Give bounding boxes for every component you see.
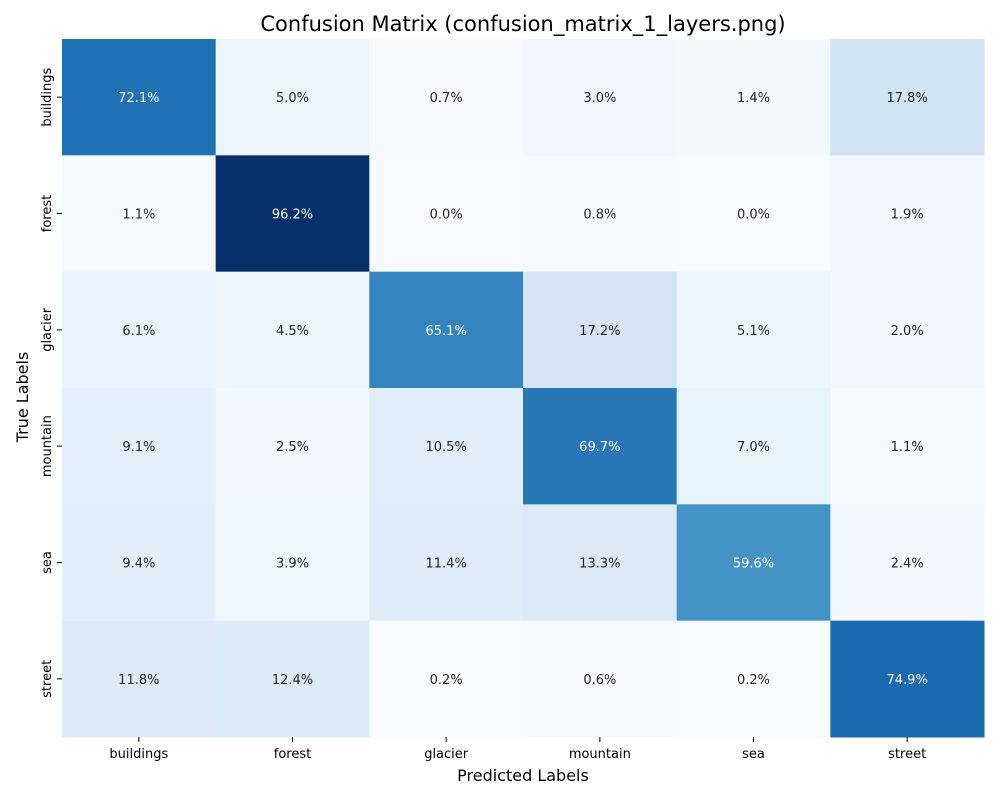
- heatmap-cell-buildings-buildings: [62, 39, 217, 156]
- cell-value-label: 2.5%: [276, 440, 309, 455]
- heatmap-cell-mountain-mountain: [523, 388, 678, 505]
- cell-value-label: 10.5%: [426, 440, 467, 455]
- cell-value-label: 3.0%: [583, 91, 616, 106]
- cell-value-label: 1.4%: [737, 91, 770, 106]
- heatmap-cell-sea-sea: [676, 504, 831, 622]
- y-tick-label-glacier: glacier: [40, 307, 55, 352]
- heatmap-cell-street-mountain: [523, 620, 678, 738]
- heatmap-cell-glacier-mountain: [523, 271, 678, 389]
- chart-title: Confusion Matrix (confusion_matrix_1_lay…: [260, 12, 785, 37]
- cell-value-label: 9.4%: [122, 557, 155, 572]
- y-tick-label-street: street: [40, 660, 55, 698]
- cell-value-label: 1.1%: [891, 440, 924, 455]
- heatmap-cell-labels: 72.1% 5.0% 0.7% 3.0% 1.4% 17.8% 1.1% 96.2% 0.0% 0…: [118, 91, 928, 688]
- heatmap-cell-glacier-street: [830, 271, 985, 389]
- heatmap-cell-mountain-buildings: [62, 388, 217, 505]
- heatmap-cell-buildings-street: [830, 39, 985, 156]
- heatmap-cells: [62, 39, 985, 738]
- x-tick-label-buildings: buildings: [109, 747, 168, 762]
- cell-value-label: 59.6%: [733, 557, 774, 572]
- heatmap-cell-sea-buildings: [62, 504, 217, 622]
- heatmap-cell-buildings-glacier: [369, 39, 524, 156]
- x-tick-label-glacier: glacier: [424, 747, 469, 762]
- cell-value-label: 9.1%: [122, 440, 155, 455]
- heatmap-cell-glacier-sea: [676, 271, 831, 389]
- heatmap-cell-street-glacier: [369, 620, 524, 738]
- heatmap-cell-forest-street: [830, 155, 985, 273]
- heatmap-cell-glacier-buildings: [62, 271, 217, 389]
- cell-value-label: 11.4%: [426, 557, 467, 572]
- cell-value-label: 0.0%: [430, 208, 463, 223]
- cell-value-label: 11.8%: [118, 673, 159, 688]
- cell-value-label: 1.9%: [891, 208, 924, 223]
- heatmap-cell-sea-glacier: [369, 504, 524, 622]
- x-axis-ticks: buildings forest glacier mountain sea street: [109, 737, 926, 762]
- cell-value-label: 72.1%: [118, 91, 159, 106]
- y-tick-label-forest: forest: [40, 195, 55, 232]
- cell-value-label: 6.1%: [122, 324, 155, 339]
- cell-value-label: 4.5%: [276, 324, 309, 339]
- heatmap-cell-sea-street: [830, 504, 985, 622]
- cell-value-label: 13.3%: [579, 557, 620, 572]
- heatmap-cell-street-sea: [676, 620, 831, 738]
- heatmap-cell-mountain-glacier: [369, 388, 524, 505]
- cell-value-label: 2.4%: [891, 557, 924, 572]
- cell-value-label: 3.9%: [276, 557, 309, 572]
- heatmap-cell-forest-sea: [676, 155, 831, 273]
- heatmap-cell-street-buildings: [62, 620, 217, 738]
- heatmap-cell-mountain-sea: [676, 388, 831, 505]
- cell-value-label: 0.8%: [583, 208, 616, 223]
- x-tick-label-street: street: [888, 747, 926, 762]
- heatmap-cell-glacier-glacier: [369, 271, 524, 389]
- heatmap-cell-mountain-street: [830, 388, 985, 505]
- heatmap-cell-glacier-forest: [215, 271, 370, 389]
- heatmap-cell-sea-forest: [215, 504, 370, 622]
- cell-value-label: 1.1%: [122, 208, 155, 223]
- heatmap-cell-buildings-forest: [215, 39, 370, 156]
- y-tick-label-sea: sea: [40, 551, 55, 574]
- cell-value-label: 0.7%: [430, 91, 463, 106]
- cell-value-label: 17.8%: [887, 91, 928, 106]
- x-tick-label-sea: sea: [742, 747, 765, 762]
- cell-value-label: 96.2%: [272, 208, 313, 223]
- y-tick-label-buildings: buildings: [40, 68, 55, 127]
- heatmap-cell-street-street: [830, 620, 985, 738]
- heatmap-cell-forest-glacier: [369, 155, 524, 273]
- heatmap-cell-mountain-forest: [215, 388, 370, 505]
- cell-value-label: 5.0%: [276, 91, 309, 106]
- heatmap-cell-street-forest: [215, 620, 370, 738]
- cell-value-label: 2.0%: [891, 324, 924, 339]
- y-axis-label: True Labels: [13, 352, 32, 444]
- x-axis-label: Predicted Labels: [457, 766, 589, 785]
- x-tick-label-forest: forest: [274, 747, 311, 762]
- cell-value-label: 0.0%: [737, 208, 770, 223]
- cell-value-label: 7.0%: [737, 440, 770, 455]
- heatmap-cell-sea-mountain: [523, 504, 678, 622]
- cell-value-label: 65.1%: [426, 324, 467, 339]
- cell-value-label: 12.4%: [272, 673, 313, 688]
- cell-value-label: 69.7%: [579, 440, 620, 455]
- cell-value-label: 0.6%: [583, 673, 616, 688]
- heatmap-cell-buildings-mountain: [523, 39, 678, 156]
- cell-value-label: 0.2%: [737, 673, 770, 688]
- y-axis-ticks: buildings forest glacier mountain sea street: [40, 68, 62, 698]
- y-tick-label-mountain: mountain: [40, 415, 55, 477]
- heatmap-cell-buildings-sea: [676, 39, 831, 156]
- heatmap-cell-forest-forest: [215, 155, 370, 273]
- x-tick-label-mountain: mountain: [569, 747, 631, 762]
- cell-value-label: 17.2%: [579, 324, 620, 339]
- cell-value-label: 0.2%: [430, 673, 463, 688]
- cell-value-label: 74.9%: [887, 673, 928, 688]
- heatmap-cell-forest-buildings: [62, 155, 217, 273]
- cell-value-label: 5.1%: [737, 324, 770, 339]
- heatmap-cell-forest-mountain: [523, 155, 678, 273]
